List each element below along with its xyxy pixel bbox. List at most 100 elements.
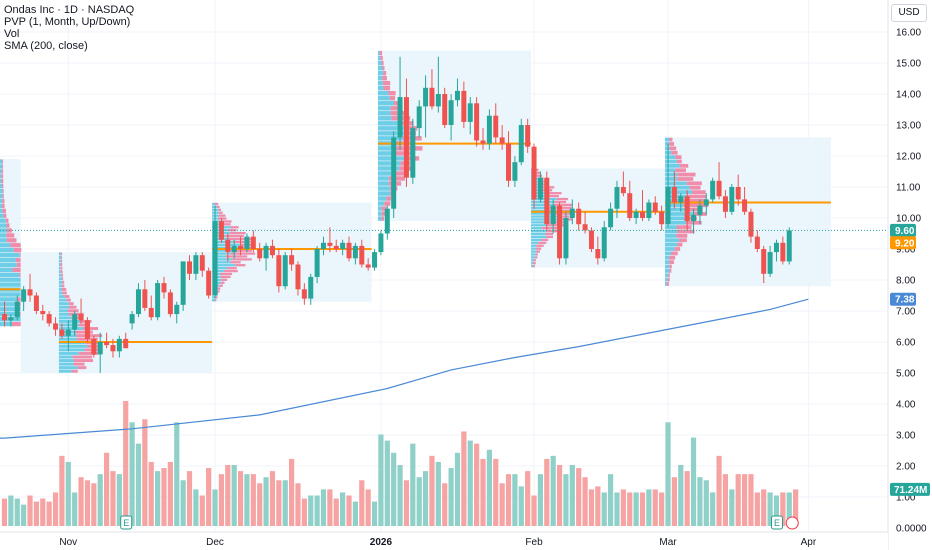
candle-body — [525, 125, 531, 147]
candle — [167, 289, 173, 318]
volume-bar — [180, 480, 186, 526]
earnings-marker[interactable]: E — [120, 515, 133, 530]
volume-bar — [308, 495, 314, 526]
volume-bar — [780, 492, 786, 526]
profile-bar-up — [665, 255, 670, 260]
profile-bar-up — [377, 216, 382, 221]
profile-bar-down — [60, 270, 63, 274]
profile-bar-up — [377, 55, 381, 61]
volume-bar — [193, 489, 199, 526]
candle — [180, 261, 186, 311]
volume-bar — [269, 471, 276, 526]
candle-body — [423, 87, 429, 107]
volume-bar — [620, 489, 626, 526]
candle — [206, 267, 212, 299]
profile-bar-down — [218, 211, 223, 214]
legend-symbol[interactable]: Ondas Inc · 1D · NASDAQ — [4, 4, 135, 16]
profile-bar-down — [1, 174, 4, 179]
volume-bar — [244, 474, 250, 526]
candle-body — [97, 342, 103, 355]
earnings-marker[interactable]: E — [770, 515, 783, 530]
candle-body — [576, 208, 582, 225]
volume-bar — [474, 443, 480, 526]
candle-body — [180, 261, 186, 305]
candle — [301, 283, 307, 305]
volume-bar — [748, 474, 754, 526]
profile-bar-down — [677, 242, 683, 247]
time-tick-label: Nov — [59, 537, 77, 548]
candle-body — [665, 187, 671, 225]
price-tag: 7.38 — [890, 292, 916, 306]
candle — [742, 187, 748, 215]
volume-bar — [84, 480, 91, 526]
legend-sma[interactable]: SMA (200, close) — [4, 40, 88, 52]
candle — [512, 156, 518, 187]
volume-bar — [8, 495, 14, 526]
candle-body — [65, 329, 71, 336]
profile-bar-down — [67, 309, 79, 313]
profile-bar-up — [58, 312, 69, 316]
candle-body — [493, 115, 499, 138]
profile-bar-up — [58, 291, 63, 295]
candle-body — [416, 106, 422, 129]
profile-bar-down — [556, 197, 568, 201]
candle — [474, 97, 480, 147]
profile-bar-up — [531, 200, 555, 204]
volume-bar — [231, 465, 237, 526]
candle-body — [773, 242, 779, 253]
candle-body — [461, 90, 467, 122]
profile-bar-down — [61, 273, 63, 277]
profile-bar-up — [377, 60, 382, 66]
volume-bar — [703, 480, 709, 526]
profile-bar-up — [58, 359, 74, 363]
profile-bar-up — [0, 198, 3, 204]
profile-bar-down — [62, 280, 65, 284]
candle-body — [691, 214, 697, 222]
profile-area — [377, 50, 532, 222]
profile-bar-down — [677, 177, 694, 181]
volume-bar — [422, 471, 429, 526]
profile-bar-down — [556, 215, 570, 218]
time-tick-label: Dec — [206, 537, 224, 548]
candle-body — [582, 224, 588, 231]
legend-vol[interactable]: Vol — [4, 28, 20, 40]
profile-bar-down — [692, 190, 706, 194]
volume-bar — [320, 489, 327, 526]
candle-body — [742, 199, 748, 212]
candle-body — [761, 249, 767, 274]
candle — [461, 81, 467, 129]
profile-area — [665, 137, 831, 287]
legend-pvp[interactable]: PVP (1, Month, Up/Down) — [4, 16, 131, 28]
profile-bar-up — [58, 348, 85, 352]
profile-bar-up — [377, 126, 405, 131]
candle — [174, 301, 180, 324]
candle-body — [435, 94, 441, 107]
profile-bar-down — [532, 262, 536, 265]
profile-bar-down — [383, 86, 391, 91]
profile-bar-down — [1, 169, 4, 174]
price-tick-label: 4.00 — [896, 400, 916, 411]
profile-bar-up — [665, 238, 680, 243]
earnings-marker-label: E — [774, 518, 780, 528]
candle — [78, 298, 84, 324]
candle-body — [391, 137, 397, 209]
candle-body — [123, 338, 129, 349]
volume-bar — [582, 477, 588, 526]
candle-body — [142, 289, 148, 308]
candle — [640, 190, 645, 222]
candle — [97, 332, 103, 373]
profile-bar-down — [554, 200, 567, 204]
profile-bar-up — [58, 323, 79, 327]
profile-bar-down — [676, 229, 695, 234]
volume-bar — [493, 458, 499, 526]
candle-body — [187, 261, 193, 274]
profile-bar-down — [391, 171, 407, 176]
time-tick-label: Apr — [801, 537, 817, 548]
volume-bar — [716, 455, 722, 526]
candle — [340, 239, 346, 256]
volume-bar — [499, 483, 505, 526]
volume-bar — [537, 474, 544, 526]
candle-body — [155, 283, 161, 318]
currency-button[interactable]: USD — [891, 4, 927, 22]
